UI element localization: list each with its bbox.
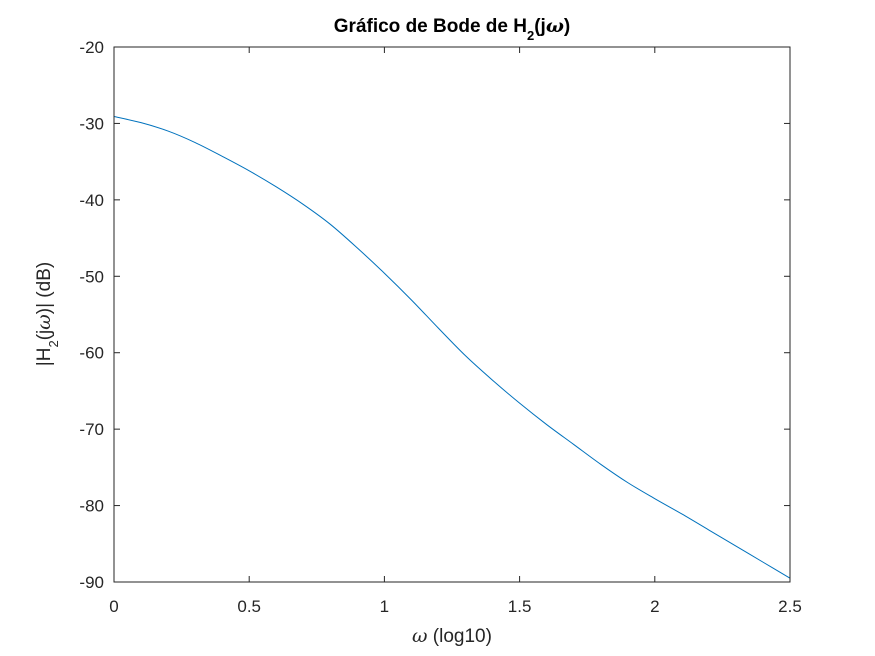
chart-title: Gráfico de Bode de H2(jω) [334, 15, 570, 43]
axes-box [113, 46, 791, 583]
x-tick-label: 2 [650, 597, 659, 616]
y-tick-label: -50 [79, 267, 104, 286]
y-tick-label: -80 [79, 497, 104, 516]
y-axis-label: |H2(jω)| (dB) [33, 262, 61, 366]
y-tick-label: -60 [79, 344, 104, 363]
y-tick-label: -40 [79, 191, 104, 210]
x-tick-label: 1.5 [508, 597, 532, 616]
series-layer [113, 116, 791, 579]
x-axis-label: ω (log10) [412, 625, 492, 647]
x-tick-label: 0 [109, 597, 118, 616]
ticks-layer: 0 0.5 1 1.5 2 2.5 -90 -80 -70 -60 -50 -40 -30 -20 [79, 38, 801, 616]
x-tick-label: 1 [380, 597, 389, 616]
y-tick-label: -20 [79, 38, 104, 57]
y-tick-label: -70 [79, 420, 104, 439]
x-tick-label: 0.5 [237, 597, 261, 616]
y-tick-label: -30 [79, 114, 104, 133]
y-tick-label: -90 [79, 573, 104, 592]
series-line-h2 [113, 116, 791, 579]
x-tick-label: 2.5 [778, 597, 802, 616]
